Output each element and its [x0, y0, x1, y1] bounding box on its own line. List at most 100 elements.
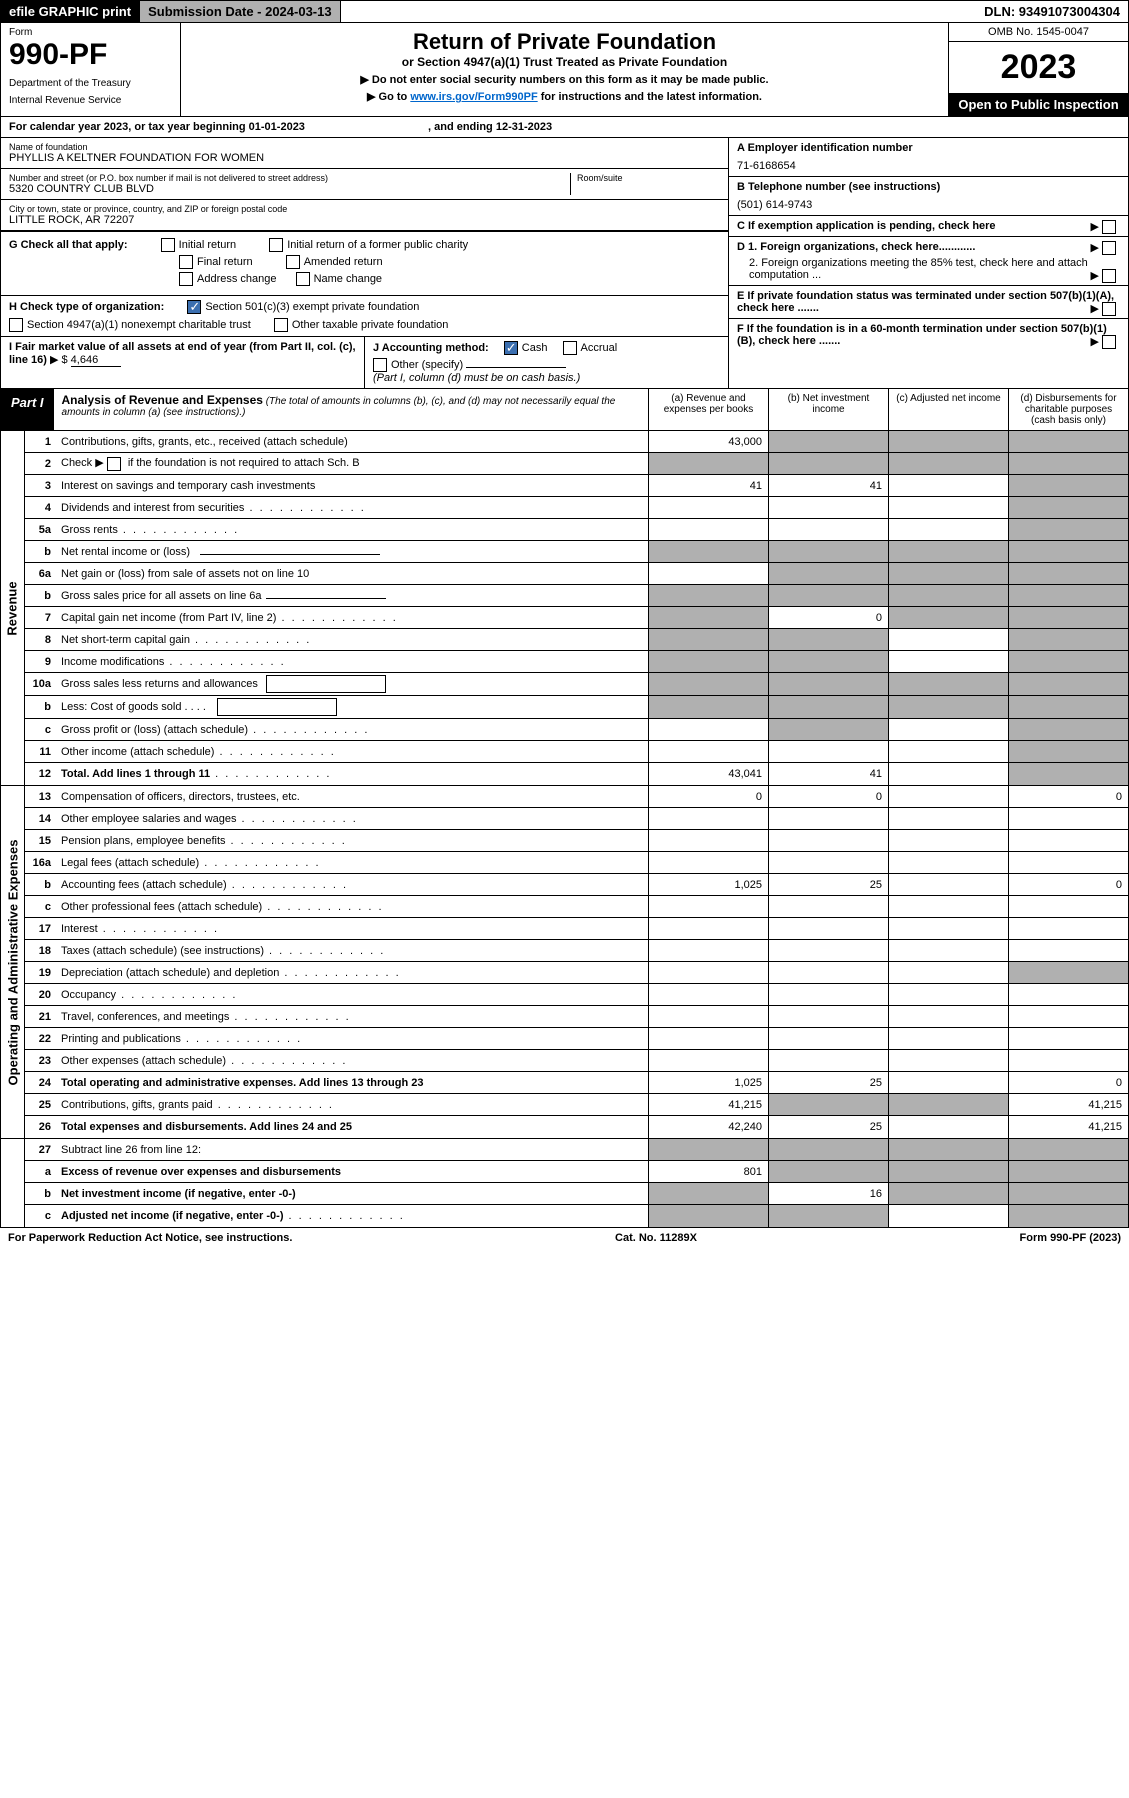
- l3-a: 41: [648, 475, 768, 496]
- tel-cell: B Telephone number (see instructions) (5…: [729, 177, 1128, 216]
- l6b-a: [648, 585, 768, 606]
- footer-mid: Cat. No. 11289X: [615, 1232, 697, 1244]
- addr-value: 5320 COUNTRY CLUB BLVD: [9, 183, 570, 195]
- 4947-checkbox[interactable]: [9, 318, 23, 332]
- l11-d: [1008, 741, 1128, 762]
- tax-year: 2023: [949, 42, 1128, 93]
- l23-num: 23: [25, 1053, 55, 1069]
- info-left: Name of foundation PHYLLIS A KELTNER FOU…: [1, 138, 728, 388]
- l24-d: 0: [1008, 1072, 1128, 1093]
- l20-a: [648, 984, 768, 1005]
- l7-b: 0: [768, 607, 888, 628]
- l9-c: [888, 651, 1008, 672]
- l12-d: [1008, 763, 1128, 785]
- i-label: I Fair market value of all assets at end…: [9, 341, 356, 366]
- l27b-d: [1008, 1183, 1128, 1204]
- l13-num: 13: [25, 789, 55, 805]
- l27c-c: [888, 1205, 1008, 1227]
- c-checkbox[interactable]: [1102, 220, 1116, 234]
- c-cell: C If exemption application is pending, c…: [729, 216, 1128, 237]
- l21-c: [888, 1006, 1008, 1027]
- col-a-header: (a) Revenue and expenses per books: [648, 389, 768, 430]
- l13-c: [888, 786, 1008, 807]
- 501c3-checkbox[interactable]: [187, 300, 201, 314]
- l5a-a: [648, 519, 768, 540]
- l27c-desc: Adjusted net income (if negative, enter …: [55, 1208, 648, 1224]
- name-cell: Name of foundation PHYLLIS A KELTNER FOU…: [1, 138, 728, 169]
- l10b-d: [1008, 696, 1128, 718]
- l13-a: 0: [648, 786, 768, 807]
- l17-b: [768, 918, 888, 939]
- l9-d: [1008, 651, 1128, 672]
- address-change-checkbox[interactable]: [179, 272, 193, 286]
- year-block: OMB No. 1545-0047 2023 Open to Public In…: [948, 23, 1128, 116]
- final-return-checkbox[interactable]: [179, 255, 193, 269]
- calyr-pre: For calendar year 2023, or tax year begi…: [9, 121, 249, 133]
- l22-c: [888, 1028, 1008, 1049]
- l7-d: [1008, 607, 1128, 628]
- l10c-d: [1008, 719, 1128, 740]
- l21-d: [1008, 1006, 1128, 1027]
- l1-b: [768, 431, 888, 452]
- l23-a: [648, 1050, 768, 1071]
- name-change-checkbox[interactable]: [296, 272, 310, 286]
- d1-label: D 1. Foreign organizations, check here..…: [737, 241, 975, 253]
- l5a-d: [1008, 519, 1128, 540]
- l5a-num: 5a: [25, 522, 55, 538]
- form-note2: ▶ Go to www.irs.gov/Form990PF for instru…: [191, 90, 938, 103]
- l19-desc: Depreciation (attach schedule) and deple…: [55, 965, 648, 981]
- h-opt3: Other taxable private foundation: [292, 319, 449, 331]
- l27-c: [888, 1139, 1008, 1160]
- initial-return-checkbox[interactable]: [161, 238, 175, 252]
- page-footer: For Paperwork Reduction Act Notice, see …: [0, 1228, 1129, 1248]
- l24-a: 1,025: [648, 1072, 768, 1093]
- other-method-checkbox[interactable]: [373, 358, 387, 372]
- d2-label: 2. Foreign organizations meeting the 85%…: [749, 257, 1088, 281]
- l10b-desc: Less: Cost of goods sold . . . .: [55, 696, 648, 718]
- l5b-d: [1008, 541, 1128, 562]
- l12-c: [888, 763, 1008, 785]
- l5a-c: [888, 519, 1008, 540]
- h-label: H Check type of organization:: [9, 301, 164, 313]
- j-cash: Cash: [522, 342, 548, 354]
- l25-desc: Contributions, gifts, grants paid: [55, 1097, 648, 1113]
- other-taxable-checkbox[interactable]: [274, 318, 288, 332]
- j-block: J Accounting method: Cash Accrual Other …: [365, 337, 728, 388]
- form-note1: ▶ Do not enter social security numbers o…: [191, 73, 938, 86]
- l11-c: [888, 741, 1008, 762]
- l16a-b: [768, 852, 888, 873]
- f-checkbox[interactable]: [1102, 335, 1116, 349]
- name-label: Name of foundation: [9, 142, 720, 152]
- e-checkbox[interactable]: [1102, 302, 1116, 316]
- l10b-c: [888, 696, 1008, 718]
- schb-checkbox[interactable]: [107, 457, 121, 471]
- l3-b: 41: [768, 475, 888, 496]
- g-opt-0: Initial return: [179, 239, 236, 251]
- l16c-b: [768, 896, 888, 917]
- l27-b: [768, 1139, 888, 1160]
- revenue-sidelabel: Revenue: [1, 431, 25, 785]
- f-cell: F If the foundation is in a 60-month ter…: [729, 319, 1128, 351]
- l22-num: 22: [25, 1031, 55, 1047]
- l24-c: [888, 1072, 1008, 1093]
- l16a-c: [888, 852, 1008, 873]
- l11-num: 11: [25, 744, 55, 760]
- l10c-a: [648, 719, 768, 740]
- form990pf-link[interactable]: www.irs.gov/Form990PF: [410, 91, 537, 103]
- l27c-a: [648, 1205, 768, 1227]
- l13-desc: Compensation of officers, directors, tru…: [55, 789, 648, 805]
- cash-checkbox[interactable]: [504, 341, 518, 355]
- l18-c: [888, 940, 1008, 961]
- d1-checkbox[interactable]: [1102, 241, 1116, 255]
- l18-desc: Taxes (attach schedule) (see instruction…: [55, 943, 648, 959]
- d2-checkbox[interactable]: [1102, 269, 1116, 283]
- e-label: E If private foundation status was termi…: [737, 290, 1114, 314]
- initial-former-checkbox[interactable]: [269, 238, 283, 252]
- amended-return-checkbox[interactable]: [286, 255, 300, 269]
- accrual-checkbox[interactable]: [563, 341, 577, 355]
- l10c-b: [768, 719, 888, 740]
- l16c-c: [888, 896, 1008, 917]
- h-check-block: H Check type of organization: Section 50…: [1, 295, 728, 336]
- l21-desc: Travel, conferences, and meetings: [55, 1009, 648, 1025]
- l16c-a: [648, 896, 768, 917]
